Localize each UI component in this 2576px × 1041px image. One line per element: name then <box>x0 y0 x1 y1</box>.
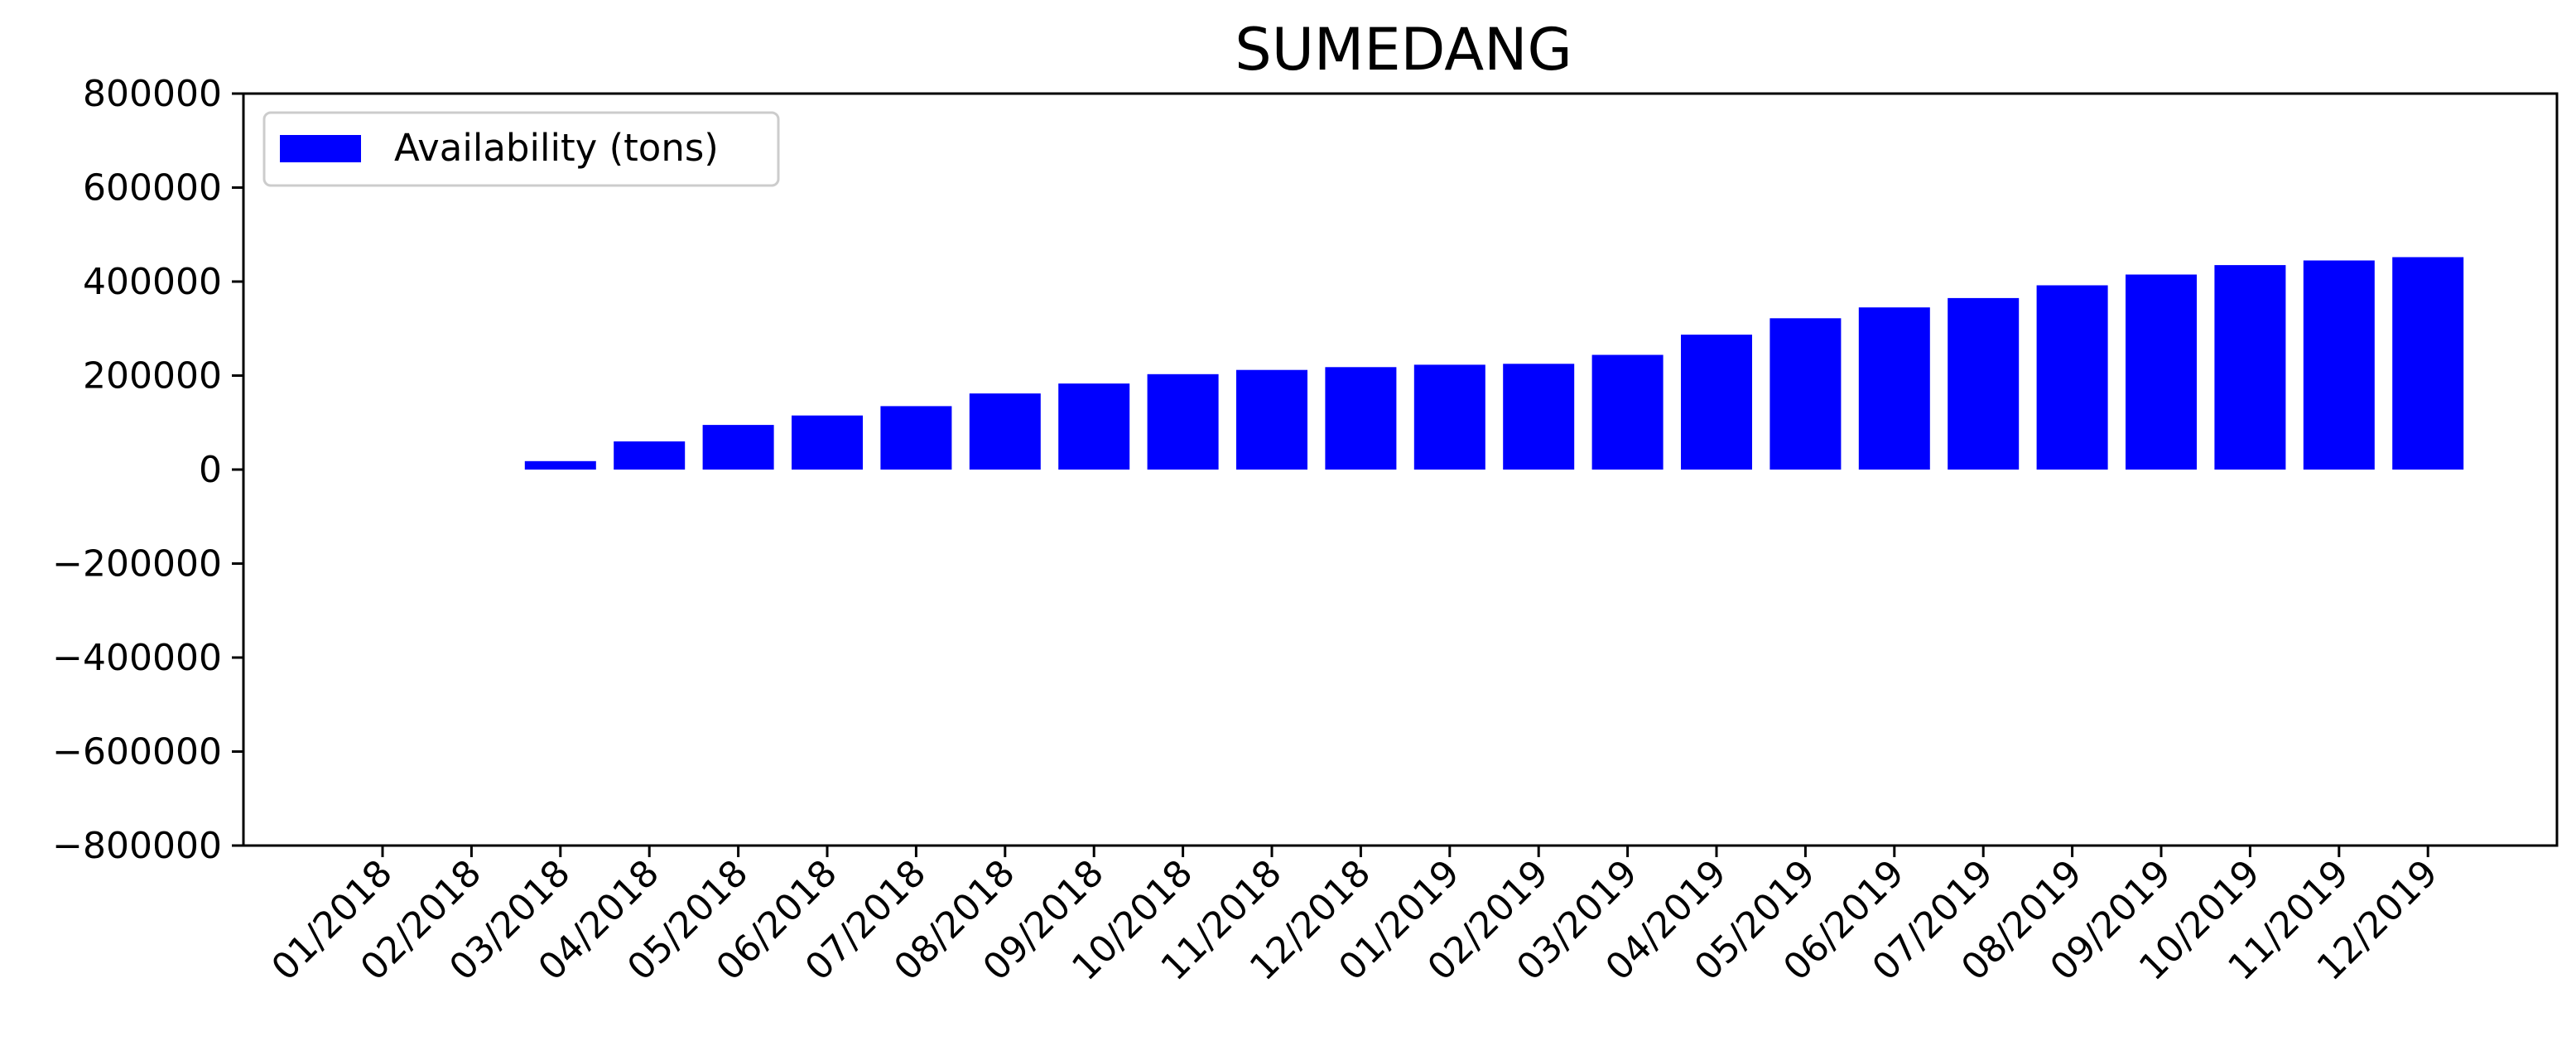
bar-10-2019 <box>2214 265 2286 470</box>
legend-frame <box>262 111 780 187</box>
y-tick-label: −800000 <box>52 825 222 867</box>
bar-09-2019 <box>2126 274 2197 470</box>
bar-05-2019 <box>1769 318 1842 470</box>
y-tick-label: −400000 <box>52 637 222 679</box>
bar-10-2018 <box>1147 374 1219 470</box>
bar-04-2019 <box>1681 335 1752 470</box>
bar-01-2019 <box>1413 364 1485 470</box>
bar-09-2018 <box>1058 383 1130 470</box>
legend: Availability (tons) <box>262 111 780 187</box>
bar-12-2018 <box>1325 367 1397 470</box>
bar-08-2019 <box>2036 285 2108 470</box>
y-axis: 800000 600000 400000 200000 0 −200000 −400000 −… <box>52 73 243 867</box>
bar-06-2019 <box>1858 307 1930 470</box>
bar-06-2018 <box>792 415 863 470</box>
bar-07-2018 <box>880 406 952 470</box>
bar-11-2018 <box>1236 369 1307 470</box>
y-tick-label: 600000 <box>83 167 222 210</box>
y-tick-label: 0 <box>199 449 222 491</box>
legend-swatch <box>280 135 361 162</box>
y-tick-label: −200000 <box>52 543 222 586</box>
bars-layer <box>524 257 2464 470</box>
bar-07-2019 <box>1948 297 2020 470</box>
y-tick-label: 200000 <box>83 355 222 398</box>
bar-04-2018 <box>614 441 686 470</box>
x-axis: 01/201802/201803/201804/201805/201806/20… <box>263 846 2446 989</box>
bar-03-2019 <box>1591 354 1664 470</box>
bar-12-2019 <box>2392 257 2464 470</box>
bar-05-2018 <box>702 425 774 470</box>
legend-label: Availability (tons) <box>394 126 719 170</box>
y-tick-label: 400000 <box>83 261 222 303</box>
bar-03-2018 <box>524 460 596 470</box>
bar-11-2019 <box>2303 260 2375 470</box>
bar-02-2019 <box>1503 364 1575 470</box>
bar-08-2018 <box>969 393 1041 470</box>
y-tick-label: −600000 <box>52 731 222 774</box>
y-tick-label: 800000 <box>83 73 222 115</box>
chart-title: SUMEDANG <box>1235 16 1572 84</box>
